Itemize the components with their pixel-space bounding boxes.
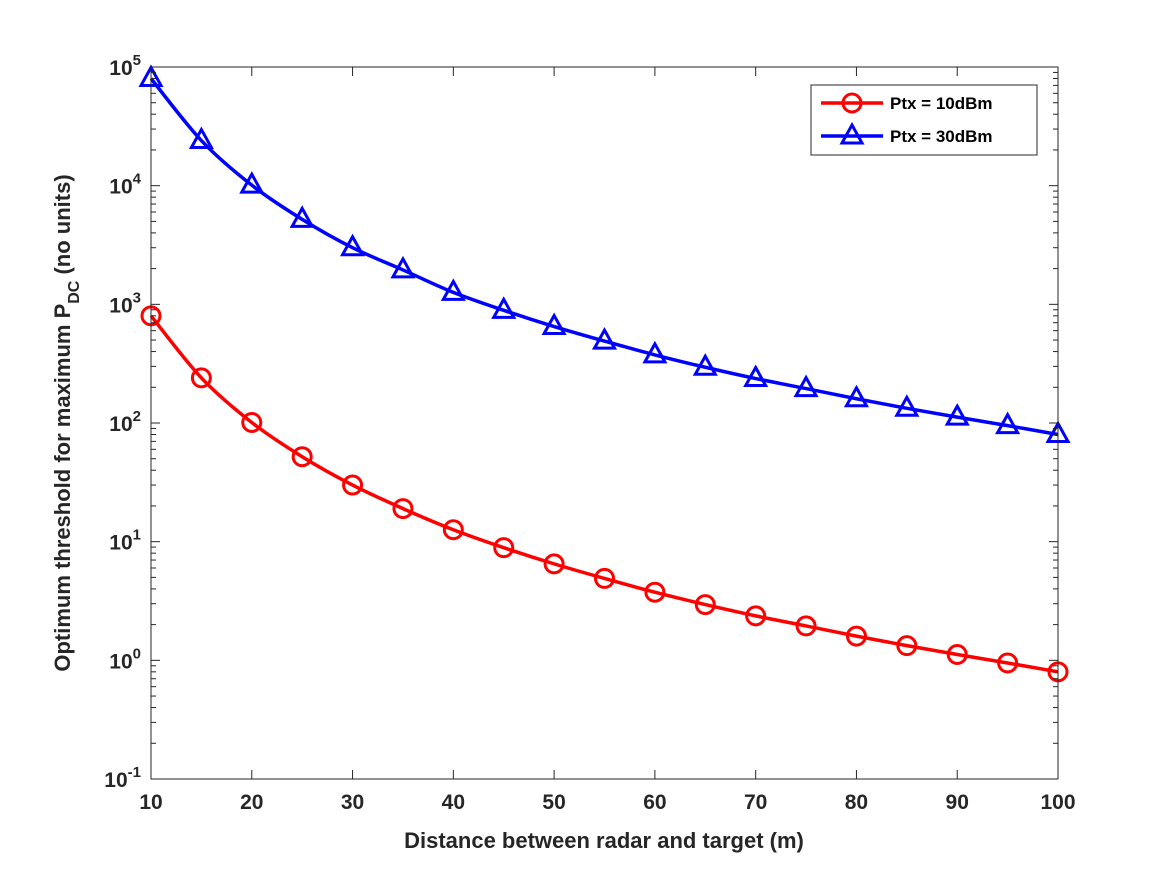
data-point (995, 411, 1021, 435)
data-point (793, 374, 819, 398)
data-point (392, 498, 414, 520)
y-tick-label-exp: 2 (133, 408, 141, 425)
y-tick-label-base: 10 (109, 57, 132, 80)
legend-marker-0 (841, 92, 863, 114)
data-point (442, 519, 464, 541)
data-point (541, 312, 567, 336)
series-0 (140, 305, 1069, 683)
data-point (743, 364, 769, 388)
data-point (896, 635, 918, 657)
y-tick-label-exp: -1 (128, 764, 141, 781)
y-tick-label-base: 10 (109, 532, 132, 555)
y-tick-label-exp: 4 (133, 171, 142, 188)
y-axis-label: Optimum threshold for maximum PDC (no un… (50, 174, 83, 671)
data-point (493, 537, 515, 559)
plot-area (151, 67, 1058, 779)
data-point (390, 255, 416, 279)
data-point (342, 474, 364, 496)
x-tick-label: 20 (240, 791, 263, 814)
y-tick-label: 103 (109, 289, 141, 317)
x-axis-label: Distance between radar and target (m) (404, 828, 804, 853)
data-point (894, 394, 920, 417)
data-point (694, 594, 716, 616)
data-point (944, 403, 970, 426)
series-line (149, 314, 1059, 674)
x-tick-label: 80 (845, 791, 868, 814)
data-point (340, 233, 366, 257)
data-point (594, 567, 615, 589)
data-point (289, 205, 315, 228)
y-tick-label: 105 (109, 52, 141, 80)
data-point (642, 340, 668, 364)
series-1 (138, 64, 1071, 443)
legend-label-1: Ptx = 30dBm (890, 127, 993, 146)
x-tick-label: 70 (744, 791, 767, 814)
y-axis-label-suffix: (no units) (50, 174, 75, 280)
legend-marker-1 (839, 121, 865, 145)
y-tick-label-base: 10 (109, 413, 132, 436)
y-tick-label: 100 (109, 645, 141, 673)
y-tick-label: 101 (109, 527, 141, 555)
data-point (491, 296, 517, 319)
y-axis-label-subscript: DC (66, 280, 83, 304)
x-tick-label: 90 (946, 791, 969, 814)
data-point (188, 126, 214, 150)
x-tick-label: 60 (643, 791, 666, 814)
data-point (291, 446, 313, 468)
data-point (440, 278, 466, 301)
y-tick-label: 102 (109, 408, 141, 436)
x-tick-label: 100 (1040, 791, 1075, 814)
y-tick-label-base: 10 (104, 769, 127, 792)
data-point (239, 171, 265, 194)
data-point (692, 353, 718, 376)
data-point (845, 625, 867, 647)
y-tick-label-base: 10 (109, 176, 132, 199)
data-point (241, 411, 263, 433)
y-tick-label: 10-1 (104, 764, 141, 792)
y-tick-label-exp: 3 (133, 289, 141, 306)
data-point (795, 615, 817, 637)
data-point (997, 652, 1019, 674)
y-axis-label-main: Optimum threshold for maximum P (50, 304, 75, 672)
data-point (591, 327, 618, 350)
x-tick-label: 10 (139, 791, 162, 814)
y-tick-label-exp: 0 (133, 645, 141, 662)
y-tick-label: 104 (109, 171, 141, 199)
tick-layer: 10 20 30 40 50 60 70 80 90 10010-1100101102103104… (104, 52, 1075, 814)
legend-label-0: Ptx = 10dBm (890, 94, 993, 113)
x-tick-label: 50 (542, 791, 565, 814)
y-tick-label-base: 10 (109, 294, 132, 317)
data-point (543, 553, 565, 575)
y-tick-label-exp: 1 (133, 527, 141, 544)
x-tick-label: 30 (341, 791, 364, 814)
data-point (843, 384, 869, 408)
y-tick-label-exp: 5 (133, 52, 141, 69)
y-tick-label-base: 10 (109, 650, 132, 673)
series-layer (138, 64, 1071, 683)
x-tick-label: 40 (442, 791, 465, 814)
data-point (745, 605, 767, 627)
data-point (190, 367, 212, 389)
data-point (946, 643, 968, 665)
data-point (644, 581, 666, 603)
legend: Ptx = 10dBm Ptx = 30dBm (810, 84, 1038, 156)
